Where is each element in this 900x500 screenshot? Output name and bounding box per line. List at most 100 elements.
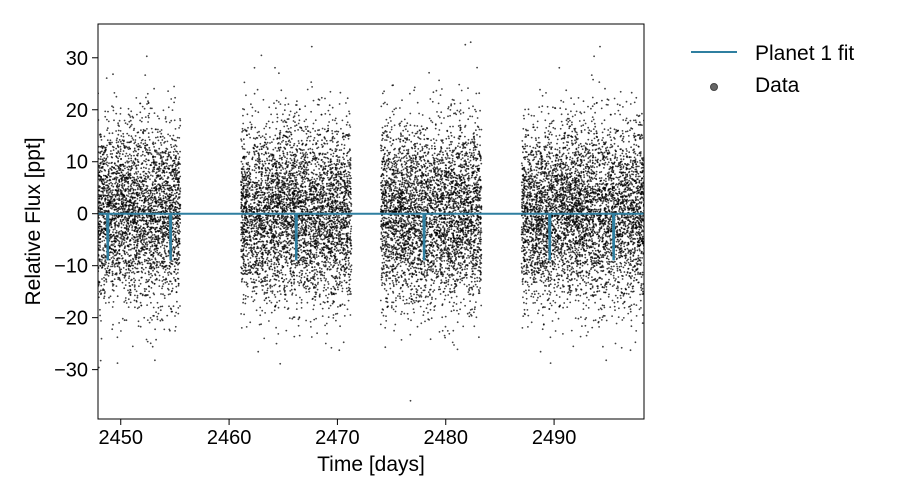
data-point (99, 265, 102, 267)
data-point (169, 201, 171, 204)
data-point (135, 167, 138, 169)
data-point (174, 330, 177, 332)
data-point (105, 189, 108, 192)
data-point (156, 249, 159, 252)
data-point (137, 131, 140, 134)
data-point (304, 197, 307, 200)
data-point (152, 209, 155, 212)
data-point (261, 171, 264, 174)
data-point (100, 289, 102, 292)
data-point (112, 106, 115, 109)
data-point (111, 270, 114, 273)
data-point (124, 259, 127, 262)
data-point (135, 150, 137, 153)
data-point (147, 214, 150, 217)
data-point (161, 205, 164, 208)
data-point (125, 224, 128, 227)
data-point (125, 227, 128, 230)
data-point (150, 202, 153, 205)
data-point (343, 304, 346, 306)
data-point (162, 195, 165, 197)
data-point (338, 260, 341, 263)
data-point (348, 201, 351, 204)
data-point (174, 96, 177, 99)
data-point (334, 241, 336, 244)
data-point (136, 240, 139, 243)
data-point (286, 151, 289, 154)
data-point (139, 216, 141, 219)
data-point (278, 175, 281, 178)
data-point (310, 240, 312, 243)
data-point (129, 177, 132, 180)
data-point (296, 159, 299, 162)
data-point (114, 251, 117, 253)
data-point (147, 152, 150, 155)
data-point (175, 237, 177, 240)
data-point (160, 160, 163, 163)
data-point (113, 199, 116, 202)
data-point (147, 260, 150, 262)
data-point (175, 225, 178, 228)
data-point (320, 195, 323, 197)
data-point (121, 190, 123, 192)
data-point (161, 182, 164, 185)
data-point (165, 253, 167, 255)
data-point (144, 205, 147, 208)
data-point (153, 196, 156, 199)
data-point (139, 119, 142, 122)
data-point (294, 129, 296, 132)
data-point (137, 164, 140, 167)
data-point (338, 349, 341, 352)
data-point (119, 148, 122, 151)
data-point (119, 113, 122, 115)
data-point (136, 246, 138, 249)
data-point (165, 159, 167, 162)
data-point (130, 262, 133, 265)
data-point (177, 163, 180, 165)
data-point (255, 150, 257, 153)
data-point (132, 210, 135, 213)
data-point (165, 120, 168, 123)
data-point (173, 154, 175, 157)
data-point (100, 180, 103, 183)
data-point (287, 127, 290, 130)
data-point (258, 156, 260, 159)
data-point (246, 113, 249, 116)
data-point (152, 181, 154, 184)
data-point (120, 226, 123, 229)
data-point (179, 187, 182, 190)
data-point (327, 287, 329, 289)
data-point (104, 274, 106, 276)
data-point (174, 227, 177, 230)
data-point (178, 229, 181, 232)
data-point (168, 268, 171, 270)
data-point (139, 235, 142, 238)
data-point (143, 260, 146, 263)
data-point (157, 183, 160, 186)
data-point (277, 306, 280, 309)
data-point (167, 106, 170, 109)
data-point (152, 254, 155, 257)
data-point (153, 168, 156, 171)
data-point (170, 191, 173, 194)
data-point (135, 182, 138, 185)
data-point (250, 123, 253, 126)
data-point (112, 283, 115, 286)
data-point (153, 217, 156, 220)
data-point (143, 258, 146, 261)
data-point (258, 280, 260, 283)
data-point (150, 222, 152, 225)
data-point (130, 154, 133, 157)
data-point (125, 302, 128, 304)
data-point (100, 292, 103, 295)
data-point (144, 222, 147, 225)
data-point (162, 155, 165, 158)
data-point (122, 135, 125, 138)
data-point (145, 278, 148, 281)
data-point (173, 248, 176, 251)
data-point (175, 252, 178, 255)
data-point (100, 145, 103, 147)
data-point (116, 152, 118, 155)
data-point (155, 164, 158, 167)
data-point (147, 114, 150, 117)
